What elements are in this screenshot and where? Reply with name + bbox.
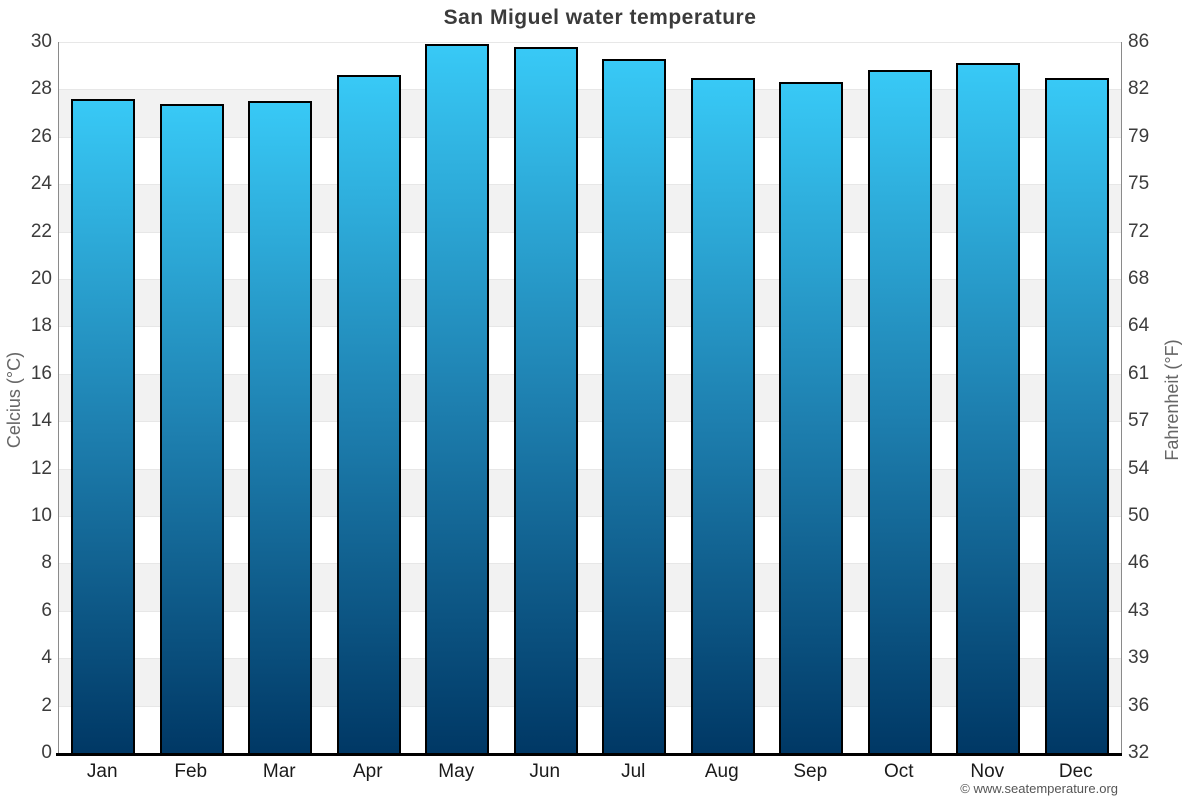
bar-sep bbox=[779, 82, 844, 753]
x-tick-jun: Jun bbox=[529, 761, 561, 782]
grid-band bbox=[59, 184, 1121, 232]
y-tick-celsius-22: 22 bbox=[30, 220, 52, 242]
grid-band bbox=[59, 563, 1121, 611]
y-tick-celsius-20: 20 bbox=[30, 268, 52, 289]
watermark: © www.seatemperature.org bbox=[960, 781, 1118, 796]
y-tick-celsius-2: 2 bbox=[41, 694, 52, 716]
grid-band bbox=[59, 326, 1121, 374]
x-tick-feb: Feb bbox=[174, 761, 208, 782]
bar-aug bbox=[690, 77, 755, 753]
y-tick-celsius-28: 28 bbox=[30, 78, 52, 100]
bar-mar bbox=[248, 101, 313, 753]
bar-jun bbox=[513, 46, 578, 753]
y-tick-fahrenheit-43: 43 bbox=[1128, 599, 1150, 621]
y-tick-fahrenheit-82: 82 bbox=[1128, 78, 1150, 100]
grid-band bbox=[59, 89, 1121, 137]
grid-band bbox=[59, 658, 1121, 706]
y-tick-fahrenheit-39: 39 bbox=[1128, 647, 1150, 669]
y-tick-celsius-14: 14 bbox=[30, 410, 52, 432]
x-tick-mar: Mar bbox=[262, 761, 296, 782]
grid-band bbox=[59, 136, 1121, 185]
y-tick-celsius-10: 10 bbox=[30, 505, 52, 526]
y-tick-fahrenheit-68: 68 bbox=[1128, 268, 1150, 289]
y-tick-fahrenheit-64: 64 bbox=[1128, 315, 1150, 337]
x-tick-dec: Dec bbox=[1058, 761, 1093, 782]
y-tick-celsius-6: 6 bbox=[41, 599, 52, 621]
grid-band bbox=[59, 705, 1121, 753]
bar-nov bbox=[956, 63, 1021, 753]
x-tick-oct: Oct bbox=[883, 761, 914, 782]
y-tick-celsius-0: 0 bbox=[41, 742, 52, 763]
y-tick-celsius-26: 26 bbox=[30, 125, 52, 147]
x-axis-baseline bbox=[56, 753, 1122, 756]
grid-band bbox=[59, 231, 1121, 279]
bar-may bbox=[425, 44, 490, 753]
bar-dec bbox=[1044, 77, 1109, 753]
plot-area bbox=[58, 42, 1122, 753]
y-tick-celsius-12: 12 bbox=[30, 457, 52, 479]
x-tick-sep: Sep bbox=[793, 761, 828, 782]
x-tick-jul: Jul bbox=[621, 761, 646, 782]
bar-jan bbox=[71, 98, 136, 753]
grid-band bbox=[59, 468, 1121, 516]
y-tick-fahrenheit-36: 36 bbox=[1128, 694, 1150, 716]
y-tick-fahrenheit-57: 57 bbox=[1128, 410, 1150, 432]
grid-band bbox=[59, 42, 1121, 90]
bar-oct bbox=[867, 70, 932, 753]
y-tick-celsius-24: 24 bbox=[30, 173, 52, 195]
y-tick-fahrenheit-32: 32 bbox=[1128, 742, 1150, 763]
y-tick-celsius-18: 18 bbox=[30, 315, 52, 337]
grid-band bbox=[59, 373, 1121, 422]
grid-band bbox=[59, 421, 1121, 469]
y-tick-fahrenheit-79: 79 bbox=[1128, 125, 1150, 147]
grid-band bbox=[59, 279, 1121, 327]
y-tick-fahrenheit-50: 50 bbox=[1128, 505, 1150, 526]
bar-apr bbox=[336, 75, 401, 753]
y-tick-celsius-4: 4 bbox=[41, 647, 52, 669]
grid-band bbox=[59, 610, 1121, 659]
y-tick-fahrenheit-75: 75 bbox=[1128, 173, 1150, 195]
chart-title: San Miguel water temperature bbox=[443, 6, 757, 29]
y-tick-fahrenheit-86: 86 bbox=[1128, 31, 1150, 52]
y-tick-celsius-16: 16 bbox=[30, 362, 52, 384]
y-tick-celsius-30: 30 bbox=[30, 31, 52, 52]
x-tick-apr: Apr bbox=[352, 761, 383, 782]
x-tick-aug: Aug bbox=[704, 761, 739, 782]
y-tick-fahrenheit-72: 72 bbox=[1128, 220, 1150, 242]
x-tick-nov: Nov bbox=[970, 761, 1005, 782]
y-tick-celsius-8: 8 bbox=[41, 552, 52, 574]
x-tick-jan: Jan bbox=[86, 761, 118, 782]
y-tick-fahrenheit-61: 61 bbox=[1128, 362, 1150, 384]
y-tick-fahrenheit-54: 54 bbox=[1128, 457, 1150, 479]
x-tick-may: May bbox=[438, 761, 475, 782]
y-tick-fahrenheit-46: 46 bbox=[1128, 552, 1150, 574]
grid-band bbox=[59, 516, 1121, 564]
bar-feb bbox=[159, 103, 224, 753]
bar-jul bbox=[602, 58, 667, 753]
